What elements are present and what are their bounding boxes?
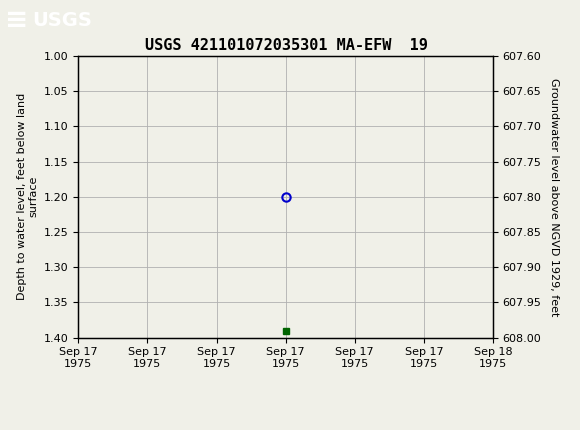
Text: USGS 421101072035301 MA-EFW  19: USGS 421101072035301 MA-EFW 19 (144, 38, 427, 53)
Text: ≡: ≡ (5, 6, 28, 34)
Text: USGS: USGS (32, 11, 92, 30)
Y-axis label: Depth to water level, feet below land
surface: Depth to water level, feet below land su… (17, 93, 38, 300)
Y-axis label: Groundwater level above NGVD 1929, feet: Groundwater level above NGVD 1929, feet (549, 77, 559, 316)
